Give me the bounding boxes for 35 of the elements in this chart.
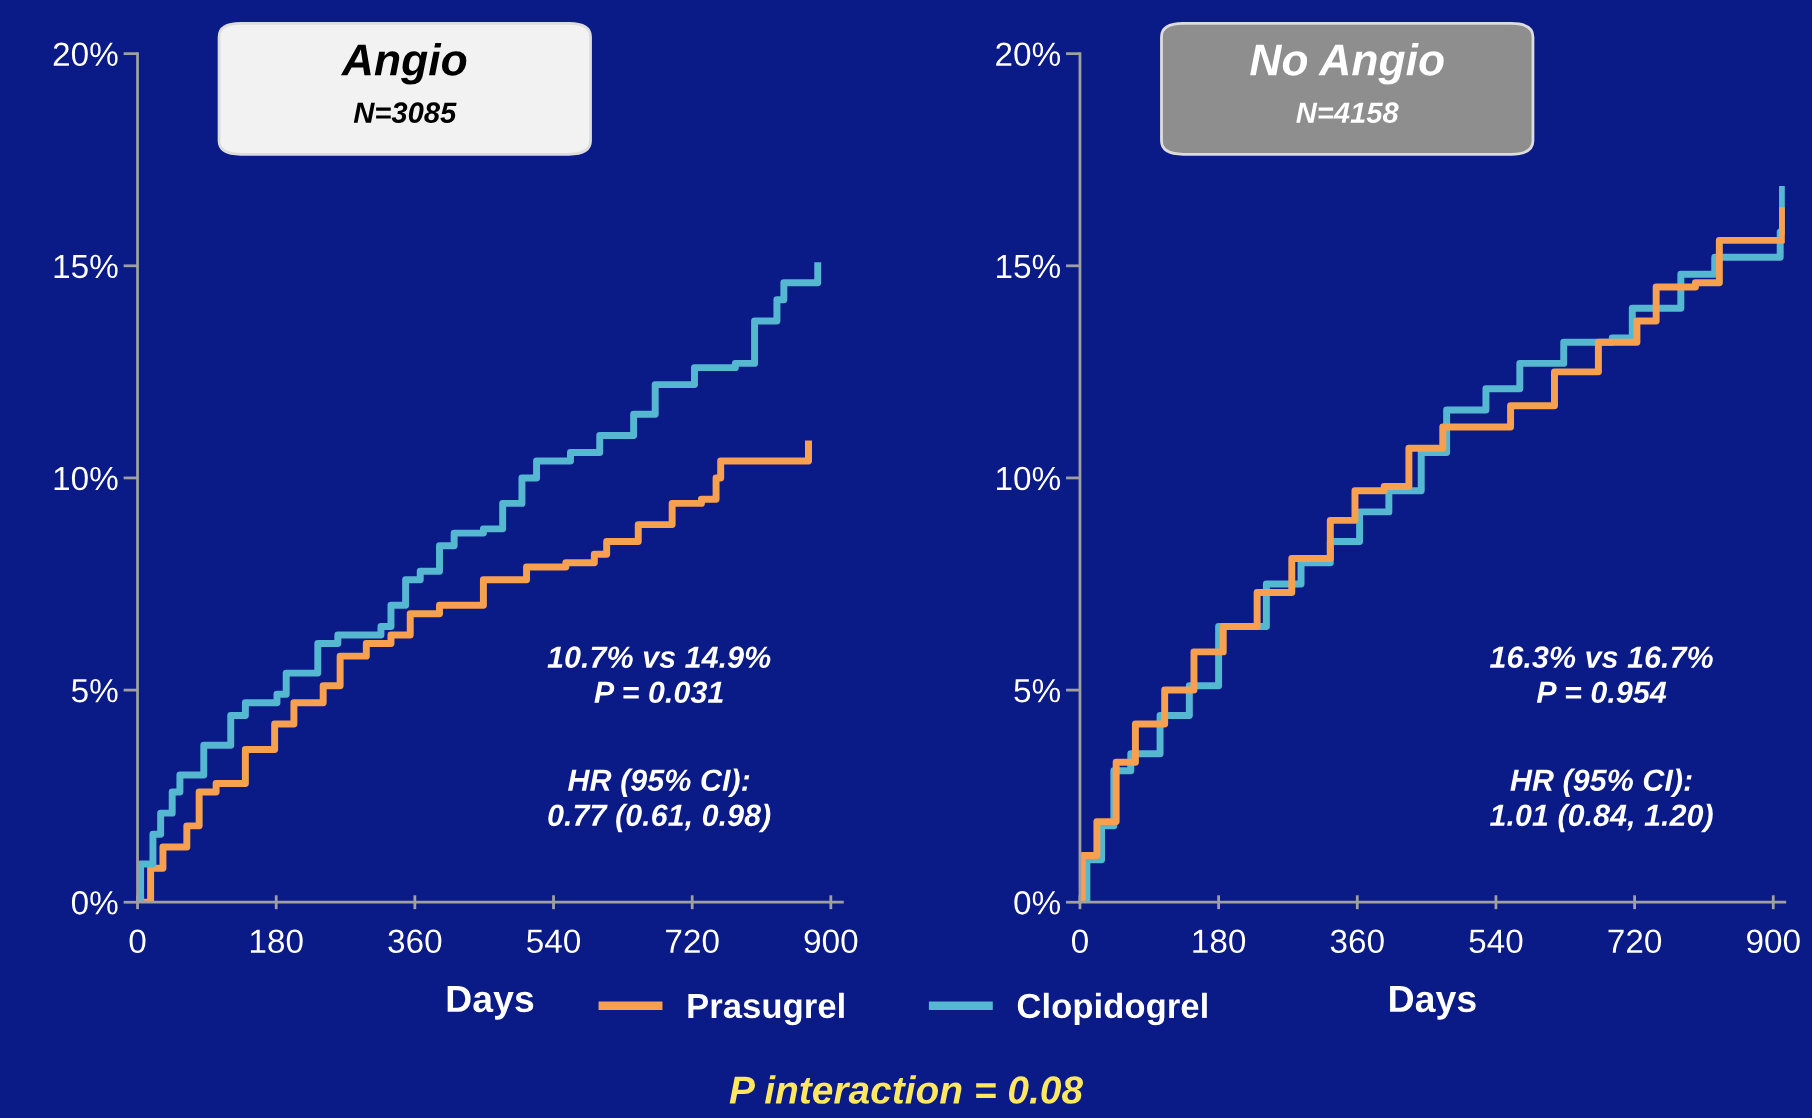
x-axis-title: Days <box>447 986 534 1020</box>
annotation: No Angio <box>1250 43 1444 85</box>
legend-label: Clopidogrel <box>1017 992 1207 1026</box>
x-tick-label: 900 <box>1747 929 1800 954</box>
x-tick-label: 0 <box>129 929 146 954</box>
x-tick-label: 900 <box>804 929 858 954</box>
x-tick-label: 360 <box>1330 929 1384 954</box>
x-tick-label: 180 <box>1193 929 1246 954</box>
x-tick-label: 720 <box>1608 929 1662 954</box>
y-tick-label: 5% <box>71 679 118 703</box>
x-tick-label: 0 <box>1071 929 1088 954</box>
x-tick-label: 540 <box>527 929 581 954</box>
y-tick-label: 0% <box>71 891 118 915</box>
x-tick-label: 180 <box>250 929 303 954</box>
annotation: Angio <box>340 43 467 85</box>
legend-label: Prasugrel <box>688 992 844 1026</box>
text: P interaction = 0.08 <box>729 1075 1083 1104</box>
annotation: N=4158 <box>1296 102 1399 123</box>
annotation: HR (95% CI): 0.77 (0.61, 0.98) <box>548 768 771 833</box>
x-tick-label: 540 <box>1469 929 1523 954</box>
annotation: 10.7% vs 14.9% P = 0.031 <box>547 646 771 704</box>
annotation: HR (95% CI): 1.01 (0.84, 1.20) <box>1489 768 1713 833</box>
y-tick-label: 0% <box>1014 891 1061 915</box>
annotation: N=3085 <box>353 102 457 123</box>
y-tick-label: 20% <box>996 42 1061 67</box>
annotation: 16.3% vs 16.7% P = 0.954 <box>1489 646 1713 704</box>
x-tick-label: 720 <box>666 929 719 954</box>
y-tick-label: 20% <box>53 42 118 67</box>
y-tick-label: 5% <box>1014 679 1061 703</box>
y-tick-label: 10% <box>997 466 1061 491</box>
y-tick-label: 15% <box>997 254 1061 279</box>
x-tick-label: 360 <box>388 929 442 954</box>
x-axis-title: Days <box>1390 986 1476 1020</box>
y-tick-label: 15% <box>54 254 118 279</box>
y-tick-label: 10% <box>54 466 118 491</box>
